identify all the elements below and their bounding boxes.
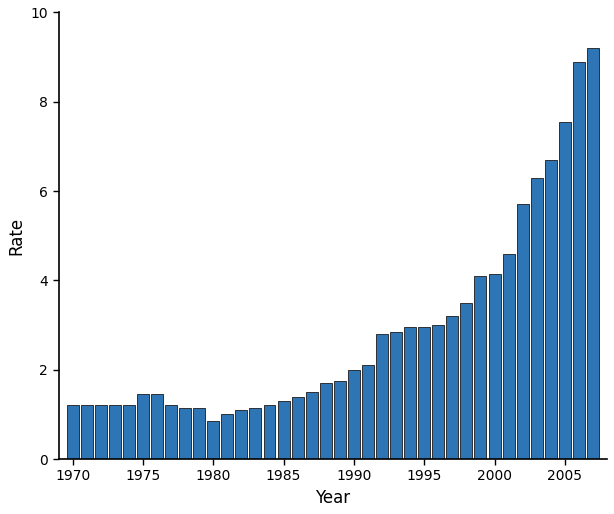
Bar (517, 205, 529, 459)
Bar (334, 381, 346, 459)
Bar (376, 334, 388, 459)
Bar (179, 408, 191, 459)
Bar (587, 48, 599, 459)
Bar (165, 406, 177, 459)
Bar (390, 332, 402, 459)
Bar (95, 406, 107, 459)
Bar (221, 414, 233, 459)
Bar (137, 394, 149, 459)
Bar (418, 327, 430, 459)
Bar (545, 160, 557, 459)
Y-axis label: Rate: Rate (7, 217, 25, 255)
Bar (292, 397, 303, 459)
Bar (306, 392, 317, 459)
Bar (80, 406, 93, 459)
Bar (530, 178, 543, 459)
Bar (123, 406, 135, 459)
Bar (404, 327, 416, 459)
Bar (320, 383, 332, 459)
Bar (278, 401, 290, 459)
Bar (348, 370, 360, 459)
Bar (151, 394, 163, 459)
X-axis label: Year: Year (315, 489, 351, 507)
Bar (503, 253, 515, 459)
Bar (193, 408, 205, 459)
Bar (109, 406, 121, 459)
Bar (489, 274, 500, 459)
Bar (235, 410, 247, 459)
Bar (460, 303, 472, 459)
Bar (573, 62, 585, 459)
Bar (446, 316, 458, 459)
Bar (432, 325, 445, 459)
Bar (263, 406, 276, 459)
Bar (249, 408, 262, 459)
Bar (208, 421, 219, 459)
Bar (67, 406, 79, 459)
Bar (362, 365, 374, 459)
Bar (475, 276, 486, 459)
Bar (559, 122, 571, 459)
